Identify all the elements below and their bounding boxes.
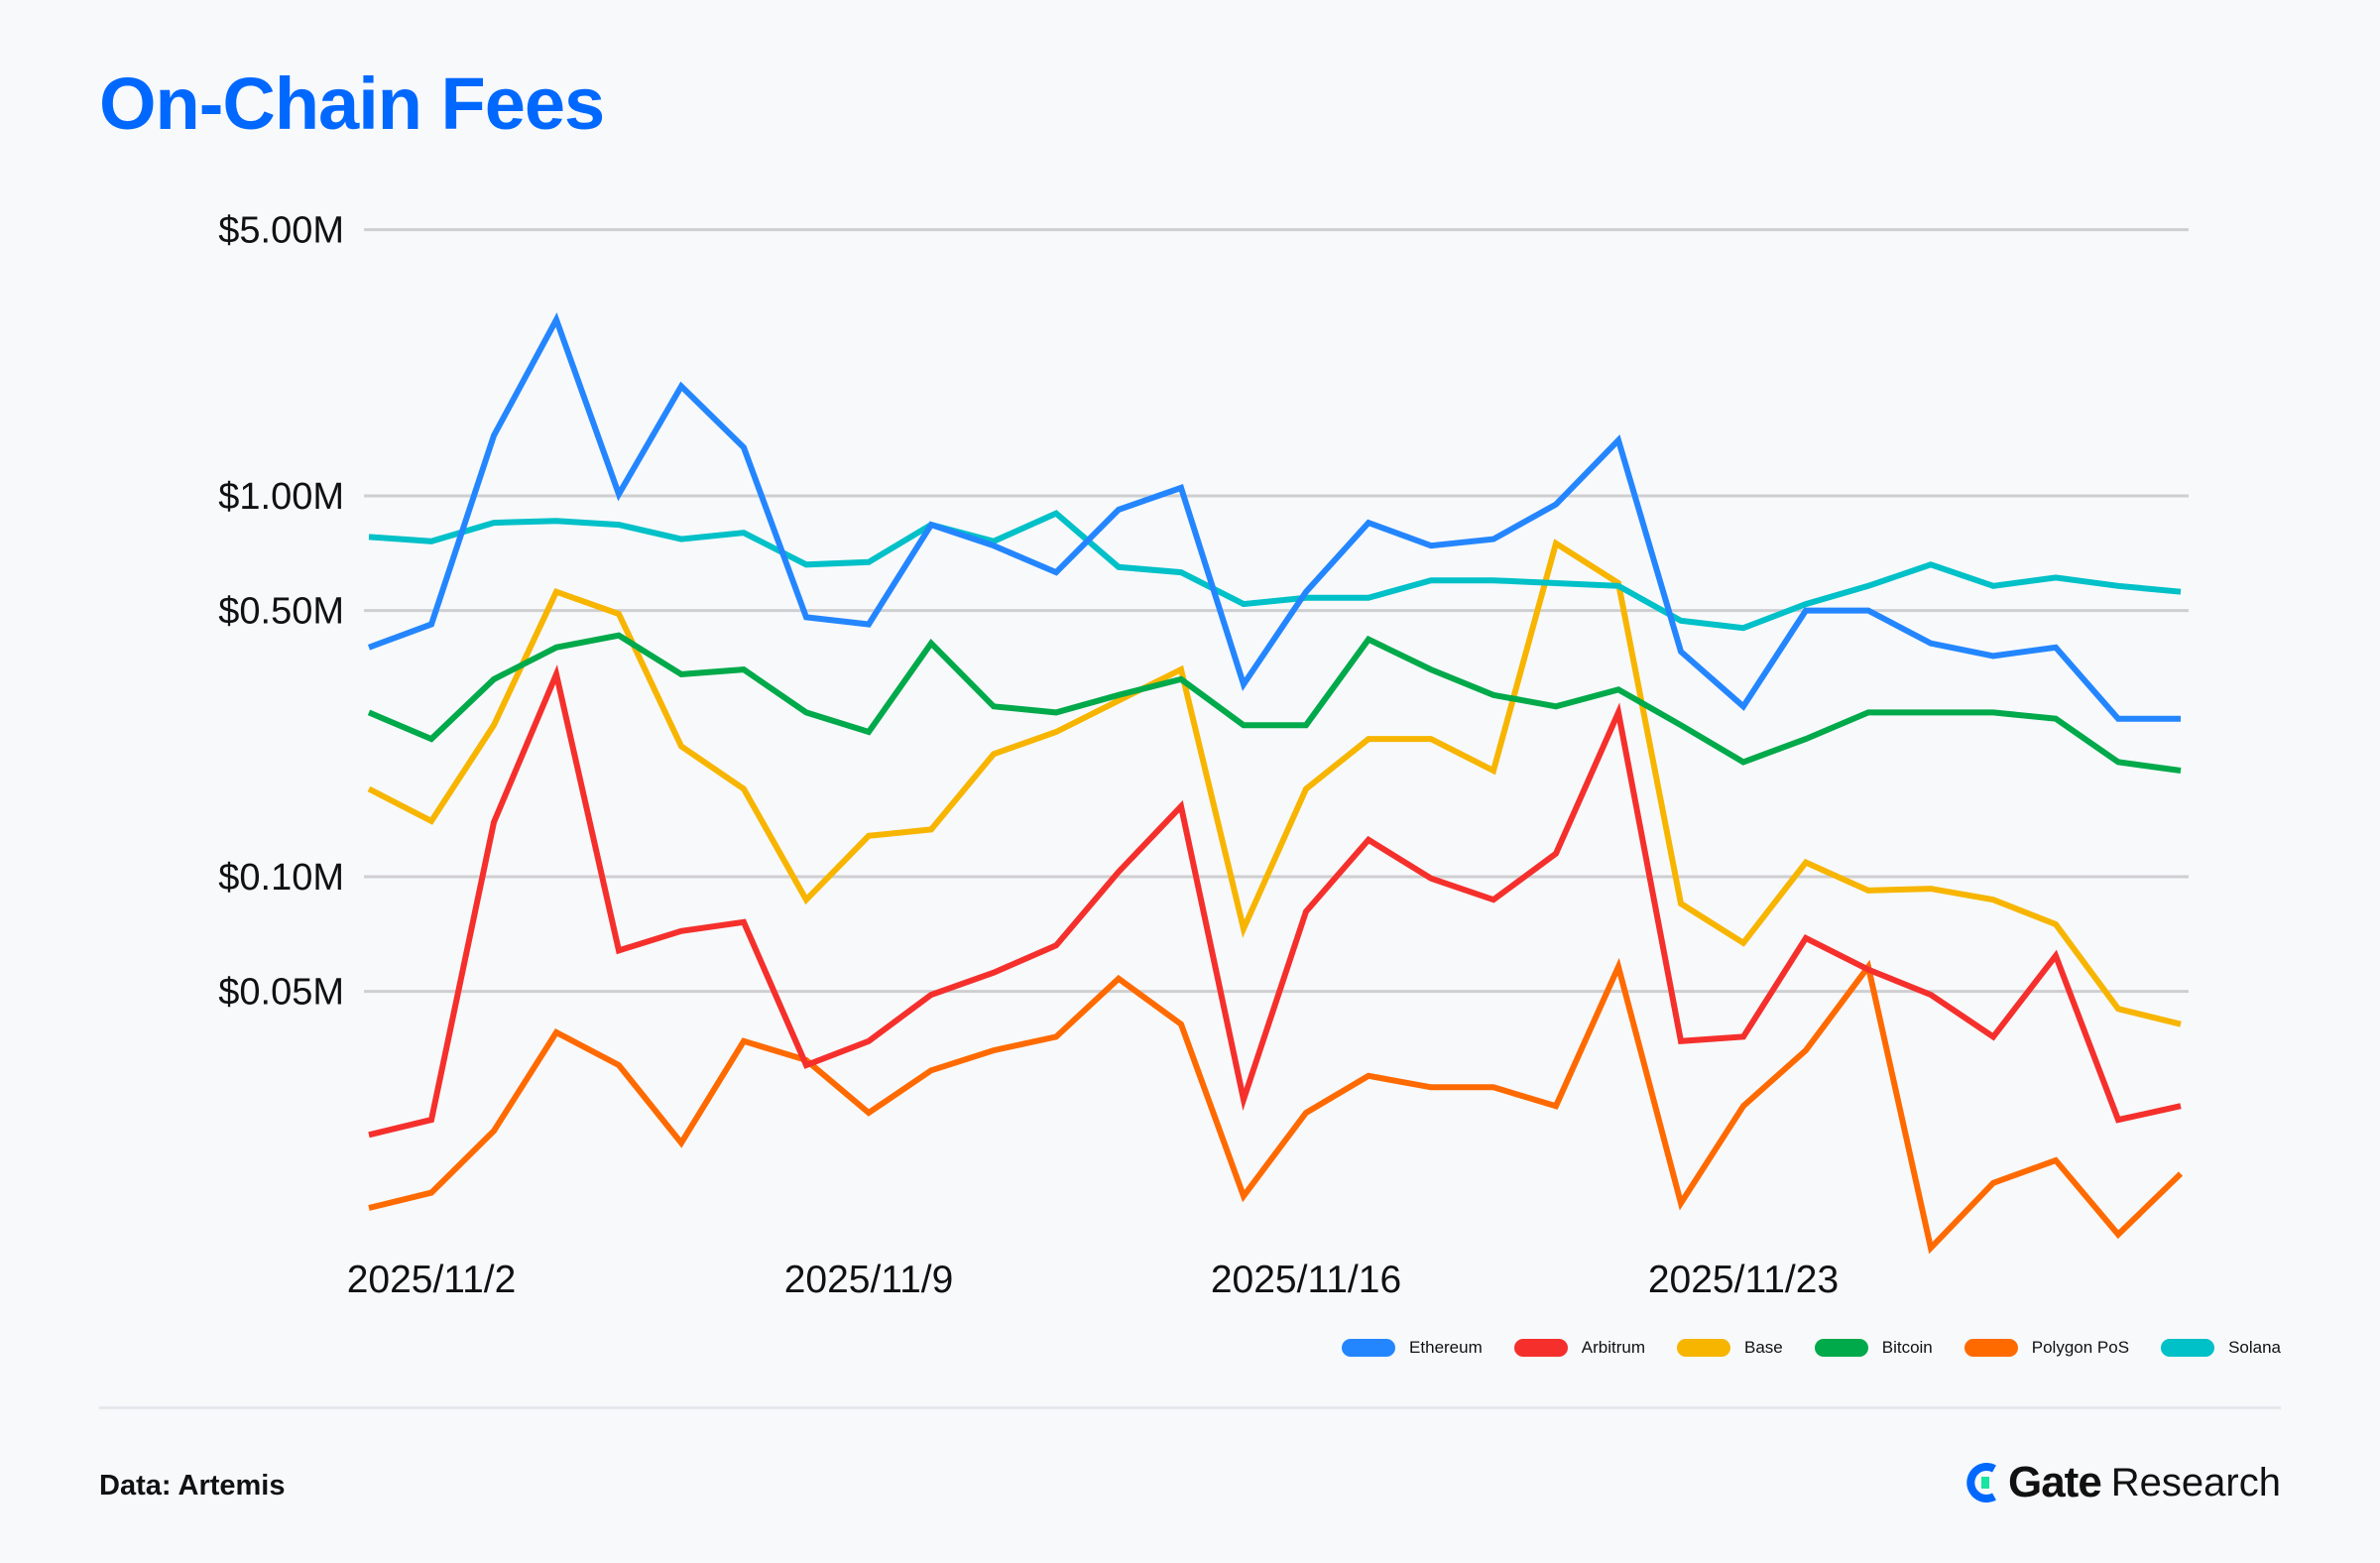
legend-label: Bitcoin bbox=[1881, 1338, 1933, 1357]
series-line bbox=[367, 632, 2182, 774]
y-tick-label: $0.10M bbox=[218, 857, 344, 899]
x-tick-label: 2025/11/23 bbox=[1648, 1259, 1839, 1301]
x-tick-label: 2025/11/9 bbox=[784, 1259, 954, 1301]
legend-item: Ethereum bbox=[1342, 1338, 1483, 1358]
legend-item: Solana bbox=[2161, 1338, 2281, 1358]
footer-divider bbox=[99, 1406, 2281, 1409]
legend-item: Arbitrum bbox=[1513, 1338, 1645, 1358]
series-line bbox=[368, 957, 2184, 1255]
legend-label: Arbitrum bbox=[1581, 1338, 1645, 1357]
y-axis-ticks: $5.00M $1.00M $0.50M $0.10M $0.05M bbox=[218, 210, 344, 1014]
series-ethereum bbox=[367, 312, 2182, 722]
legend-swatch bbox=[2161, 1339, 2215, 1357]
series-base bbox=[367, 539, 2182, 1027]
series-bitcoin bbox=[367, 632, 2182, 774]
y-tick-label: $1.00M bbox=[218, 476, 344, 518]
legend-swatch bbox=[1676, 1339, 1730, 1357]
gridlines bbox=[364, 228, 2189, 994]
y-tick-label: $0.50M bbox=[218, 591, 344, 633]
x-tick-label: 2025/11/16 bbox=[1211, 1259, 1401, 1301]
brand-logo: Gate Research bbox=[1964, 1458, 2281, 1507]
series-line bbox=[367, 539, 2182, 1027]
legend-swatch bbox=[1513, 1339, 1568, 1357]
legend-label: Polygon PoS bbox=[2031, 1338, 2130, 1357]
legend-label: Solana bbox=[2228, 1338, 2281, 1357]
legend-swatch bbox=[1814, 1339, 1868, 1357]
brand-research-text: Research bbox=[2110, 1460, 2281, 1504]
legend-swatch bbox=[1964, 1339, 2018, 1357]
x-tick-label: 2025/11/2 bbox=[347, 1259, 517, 1301]
y-tick-label: $5.00M bbox=[218, 210, 344, 252]
gate-logo-icon bbox=[1966, 1463, 1996, 1503]
legend-item: Polygon PoS bbox=[1964, 1338, 2129, 1358]
y-tick-label: $0.05M bbox=[218, 972, 344, 1014]
series-line bbox=[368, 510, 2182, 632]
data-source: Data: Artemis bbox=[99, 1470, 286, 1502]
series-lines bbox=[367, 312, 2184, 1255]
series-arbitrum bbox=[368, 664, 2182, 1139]
series-line bbox=[367, 312, 2181, 722]
legend-label: Base bbox=[1743, 1338, 1783, 1357]
legend-item: Base bbox=[1676, 1338, 1783, 1358]
x-axis-ticks: 2025/11/2 2025/11/9 2025/11/16 2025/11/23 bbox=[347, 1259, 1839, 1301]
series-polygon-pos bbox=[368, 957, 2184, 1255]
series-solana bbox=[368, 510, 2182, 632]
page-title: On-Chain Fees bbox=[99, 62, 605, 145]
brand-gate-text: Gate bbox=[2007, 1458, 2102, 1506]
legend-item: Bitcoin bbox=[1814, 1338, 1933, 1358]
series-line bbox=[368, 664, 2182, 1139]
legend-swatch bbox=[1342, 1339, 1396, 1357]
legend-label: Ethereum bbox=[1409, 1338, 1483, 1357]
legend: Ethereum Arbitrum Base Bitcoin Polygon PoS So… bbox=[1342, 1338, 2281, 1358]
